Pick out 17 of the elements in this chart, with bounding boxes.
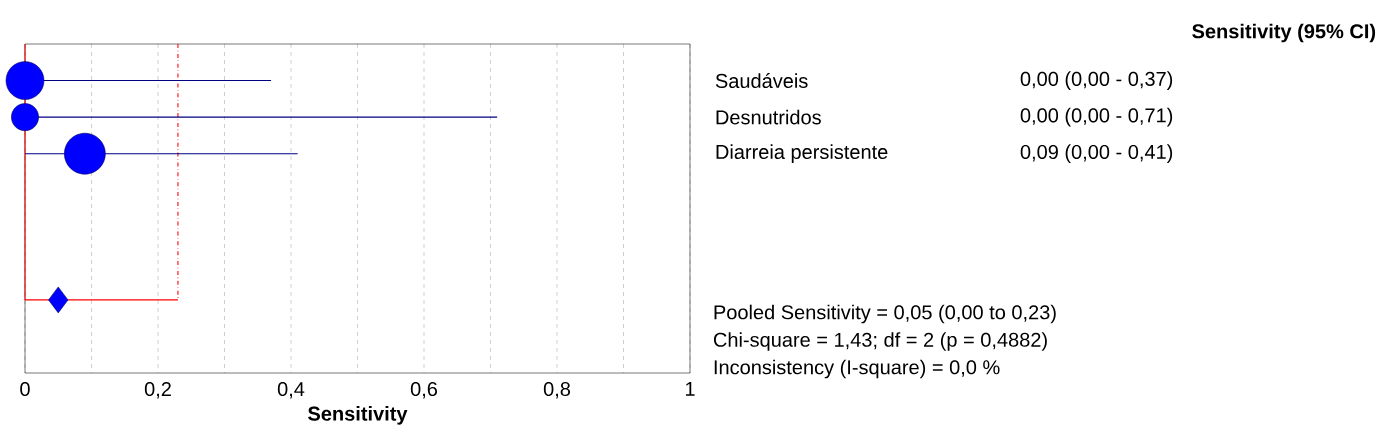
x-tick-label: 0,4 [277,381,305,399]
x-tick-label: 0,6 [410,381,438,399]
y-tick-label: Diarreia persistente [716,144,888,163]
data-label: 0,00 (0,00 - 0,71) [1020,107,1173,127]
y-tick-label: Desnutridos [716,109,821,125]
x-tick-label: 0,8 [543,381,571,399]
x-tick-label: 0 [20,381,30,397]
x-axis-title: Sensitivity [308,406,408,425]
text: Pooled Sensitivity = 0,05 (0,00 to 0,23) [714,304,1056,324]
data-label: 0,09 (0,00 - 0,41) [1020,144,1173,163]
text: Sensitivity (95% CI) [1192,23,1376,43]
data-label: 0,00 (0,00 - 0,37) [1020,71,1173,90]
y-tick-label: Saudáveis [715,73,808,89]
x-tick-label: 0,2 [144,381,171,399]
text: Inconsistency (I-square) = 0,0 % [714,359,1000,379]
x-tick-label: 1 [685,381,695,396]
text: Chi-square = 1,43; df = 2 (p = 0,4882) [713,332,1047,351]
